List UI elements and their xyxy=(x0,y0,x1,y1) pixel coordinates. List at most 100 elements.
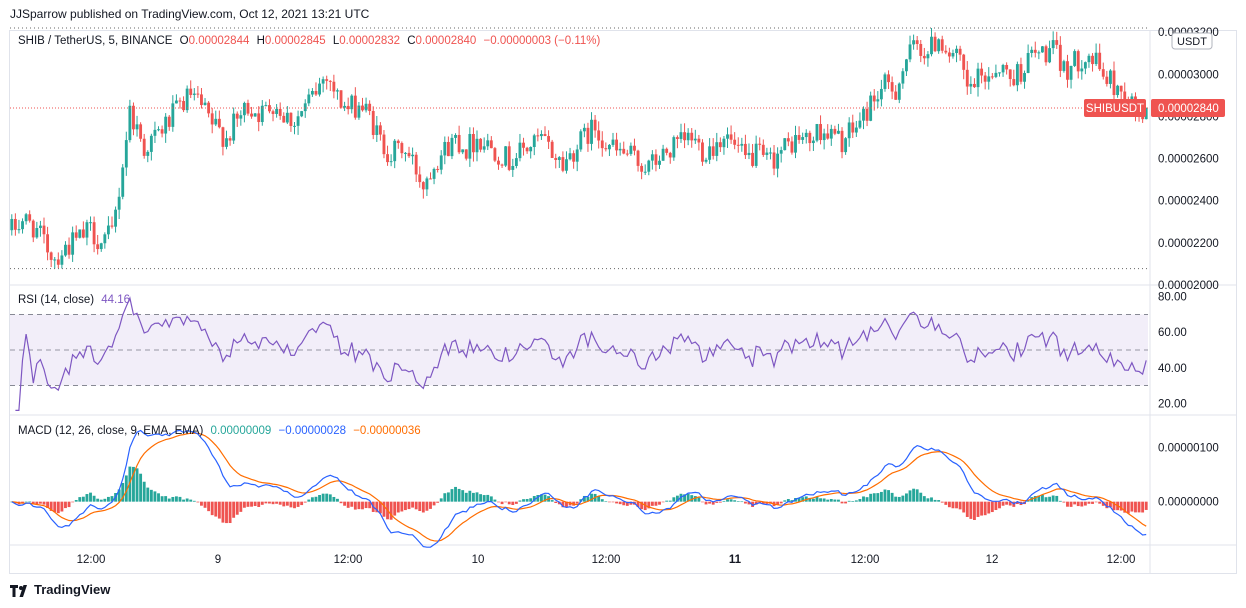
footer-brand[interactable]: TradingView xyxy=(10,582,110,597)
macd-hist-bar xyxy=(786,499,790,502)
footer-brand-text: TradingView xyxy=(34,582,111,597)
symbol-title[interactable]: SHIB / TetherUS, 5, BINANCE xyxy=(18,35,173,47)
candle xyxy=(582,123,586,138)
candle-body xyxy=(865,108,869,121)
candle-body xyxy=(468,133,472,159)
candle xyxy=(221,126,225,156)
candle-body xyxy=(840,130,844,153)
candle xyxy=(529,146,533,159)
candle-body xyxy=(210,113,214,125)
macd-hist-bar xyxy=(321,493,325,502)
macd-hist-bar xyxy=(217,501,221,519)
candle xyxy=(568,147,572,161)
candle-body xyxy=(718,142,722,148)
candle-body xyxy=(504,146,508,166)
candle xyxy=(822,128,826,150)
macd-hist-bar xyxy=(683,494,687,502)
macd-hist-bar xyxy=(736,501,740,502)
candle xyxy=(210,107,214,134)
candle-body xyxy=(1051,40,1055,49)
macd-hist-bar xyxy=(418,501,422,512)
candle xyxy=(1040,45,1044,53)
candle-body xyxy=(418,174,422,183)
macd-title[interactable]: MACD (12, 26, close, 9, EMA, EMA) xyxy=(18,425,204,437)
macd-hist-bar xyxy=(801,497,805,502)
candle xyxy=(947,47,951,63)
currency-button[interactable] xyxy=(1171,32,1213,50)
macd-hist-bar xyxy=(414,501,418,510)
candle xyxy=(407,146,411,158)
macd-hist-bar xyxy=(708,501,712,504)
close-value: 0.00002840 xyxy=(415,35,477,47)
candle xyxy=(514,152,518,169)
candle xyxy=(475,130,479,162)
macd-hist-bar xyxy=(955,501,958,509)
macd-hist-bar xyxy=(618,501,622,505)
candle xyxy=(905,58,908,77)
candle-body xyxy=(500,164,504,166)
candle-body xyxy=(729,134,733,140)
candle xyxy=(396,139,400,149)
candle xyxy=(139,122,143,142)
macd-hist-bar xyxy=(325,493,329,502)
macd-hist-bar xyxy=(38,501,42,504)
candle xyxy=(887,70,890,90)
candle-body xyxy=(811,140,815,144)
candle-body xyxy=(858,120,862,128)
candle-body xyxy=(740,143,744,146)
macd-tick-label: 0.00000100 xyxy=(1158,443,1219,455)
candle xyxy=(1048,40,1052,64)
candle xyxy=(987,67,991,90)
macd-hist-bar xyxy=(260,501,264,505)
candle-body xyxy=(980,68,984,76)
macd-hist-bar xyxy=(450,489,454,502)
candle-body xyxy=(876,99,880,102)
macd-hist-bar xyxy=(328,494,332,502)
macd-hist-bar xyxy=(264,501,268,504)
macd-hist-bar xyxy=(182,499,185,502)
candle xyxy=(958,45,962,61)
rsi-title[interactable]: RSI (14, close) xyxy=(18,294,95,306)
macd-hist-bar xyxy=(998,501,1001,509)
candle xyxy=(837,123,840,135)
macd-hist-bar xyxy=(514,501,518,504)
candle-body xyxy=(1030,49,1034,53)
candle xyxy=(421,181,425,199)
candle-body xyxy=(887,74,890,83)
macd-hist-bar xyxy=(1126,501,1130,514)
candle-body xyxy=(371,111,375,135)
candle xyxy=(790,136,794,155)
candle-body xyxy=(1105,76,1109,84)
macd-hist-bar xyxy=(650,501,654,506)
candle xyxy=(754,135,758,168)
candle-body xyxy=(565,159,568,171)
candle-body xyxy=(604,148,608,150)
candle-body xyxy=(769,152,772,154)
macd-hist-bar xyxy=(665,500,669,502)
candle xyxy=(24,212,28,225)
candle xyxy=(643,164,647,175)
candle xyxy=(708,138,712,164)
macd-hist-bar xyxy=(368,501,372,509)
macd-hist-bar xyxy=(532,496,536,502)
candle-body xyxy=(289,112,293,126)
candle-body xyxy=(643,171,647,173)
macd-hist-bar xyxy=(990,501,994,513)
candle xyxy=(278,102,282,120)
macd-hist-bar xyxy=(432,501,436,506)
macd-tick-label: 0.00000000 xyxy=(1158,497,1219,509)
candle xyxy=(149,133,153,161)
macd-hist-bar xyxy=(622,501,626,506)
candle-body xyxy=(174,100,178,104)
macd-hist-bar xyxy=(375,501,379,513)
macd-line-value: −0.00000028 xyxy=(278,425,346,437)
macd-hist-bar xyxy=(167,498,171,502)
rsi-tick-label: 60.00 xyxy=(1158,327,1187,339)
candle-body xyxy=(611,139,615,145)
macd-hist-bar xyxy=(883,489,887,502)
macd-hist-bar xyxy=(611,501,615,503)
candle xyxy=(973,78,976,88)
candle xyxy=(53,256,57,269)
candle xyxy=(618,142,622,156)
